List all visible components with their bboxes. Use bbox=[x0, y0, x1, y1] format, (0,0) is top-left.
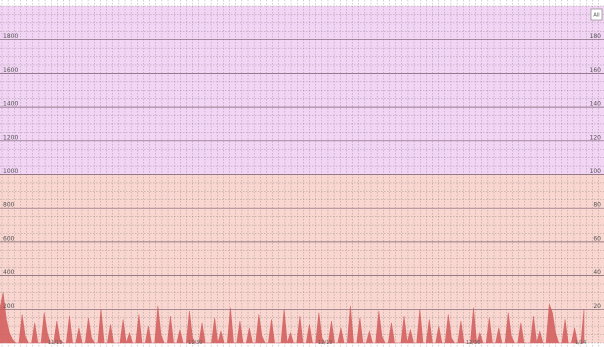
left-tick-label: 1600 bbox=[3, 67, 18, 74]
left-tick-label: 1000 bbox=[3, 168, 18, 175]
right-tick-label: 40 bbox=[593, 269, 601, 276]
band-1 bbox=[0, 6, 604, 175]
left-axis-labels: 200 400 600 800 1000 1200 1400 1600 1800 bbox=[3, 33, 18, 310]
right-tick-label: 160 bbox=[590, 67, 602, 74]
right-tick-label: 80 bbox=[593, 202, 601, 209]
legend-badge-label: All bbox=[593, 13, 599, 19]
x-tick-label: 11/15 bbox=[48, 340, 62, 346]
x-axis-labels: 11/15 11/30 12/15 12/30 1/14 bbox=[48, 340, 586, 346]
legend-badge[interactable]: All bbox=[590, 8, 603, 21]
right-tick-label: 140 bbox=[590, 101, 602, 108]
left-tick-label: 1200 bbox=[3, 134, 18, 141]
x-tick-label: 1/14 bbox=[575, 340, 586, 346]
right-tick-label: 120 bbox=[590, 134, 602, 141]
left-tick-label: 400 bbox=[3, 269, 15, 276]
right-tick-label: 60 bbox=[593, 235, 601, 242]
x-tick-label: 12/30 bbox=[466, 340, 480, 346]
left-tick-label: 1400 bbox=[3, 101, 18, 108]
series-area bbox=[0, 292, 585, 344]
right-tick-label: 180 bbox=[590, 33, 602, 40]
x-tick-label: 12/15 bbox=[318, 340, 332, 346]
right-axis-labels: 20 40 60 80 100 120 140 160 180 bbox=[590, 33, 602, 310]
right-tick-label: 100 bbox=[590, 168, 602, 175]
x-tick-label: 11/30 bbox=[188, 340, 202, 346]
series-layer bbox=[0, 292, 585, 344]
left-tick-label: 600 bbox=[3, 235, 15, 242]
major-grid bbox=[0, 39, 604, 310]
right-tick-label: 20 bbox=[593, 303, 601, 310]
left-tick-label: 800 bbox=[3, 202, 15, 209]
left-tick-label: 1800 bbox=[3, 33, 18, 40]
left-tick-label: 200 bbox=[3, 303, 15, 310]
